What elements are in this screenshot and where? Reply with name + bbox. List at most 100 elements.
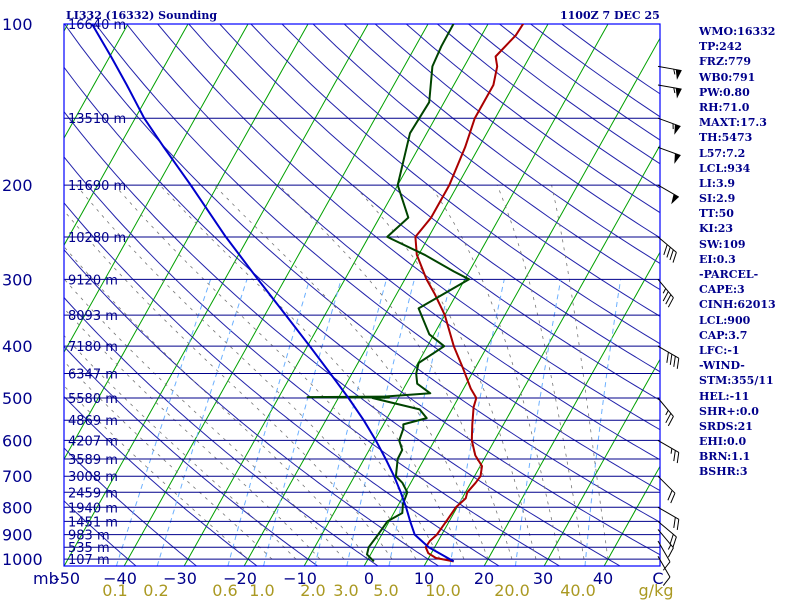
pressure-tick: 900	[2, 526, 33, 545]
index-item: -WIND-	[699, 359, 745, 373]
index-item: STM:355/11	[699, 374, 774, 388]
wind-barb	[657, 540, 671, 571]
mixing-ratio-tick: 1.0	[249, 581, 274, 600]
wind-barb	[657, 556, 671, 586]
temperature-line	[414, 24, 525, 563]
index-item: SRDS:21	[699, 419, 753, 433]
height-label: 13510 m	[68, 112, 126, 127]
index-item: EHI:0.0	[699, 435, 747, 449]
temperature-tick: 10	[414, 569, 434, 588]
isobars	[63, 23, 661, 567]
index-item: LCL:934	[699, 161, 751, 175]
temperature-tick: 20	[474, 569, 494, 588]
mixing-ratio-tick: 5.0	[373, 581, 398, 600]
mixing-ratio-tick: 10.0	[425, 581, 461, 600]
wind-barb	[657, 529, 674, 558]
temperature-tick: C	[652, 569, 663, 588]
height-label: 2459 m	[68, 486, 118, 501]
pressure-tick: 300	[2, 270, 33, 289]
wind-barb	[657, 278, 674, 308]
height-label: 107 m	[68, 553, 110, 568]
plot-frame	[63, 23, 661, 567]
indices-panel: WMO:16332 TP:242 FRZ:779 WB0:791 PW:0.80 RH:7…	[699, 24, 776, 480]
temperature-tick: −10	[283, 569, 317, 588]
height-label: 11690 m	[68, 179, 126, 194]
height-label: 1451 m	[68, 515, 118, 530]
pressure-tick: 100	[2, 15, 33, 34]
index-item: SW:109	[699, 237, 746, 251]
index-item: CINH:62013	[699, 298, 776, 312]
index-item: SHR+:0.0	[699, 404, 759, 418]
mixing-ratio-tick: 2.0	[300, 581, 325, 600]
height-label: 4869 m	[68, 414, 118, 429]
pressure-tick: 400	[2, 337, 33, 356]
index-item: TP:242	[699, 40, 743, 54]
height-label: 8093 m	[68, 309, 118, 324]
index-item: WMO:16332	[699, 25, 776, 38]
height-label: 16640 m	[68, 18, 126, 33]
parcel-line	[91, 24, 455, 563]
wind-barb	[657, 146, 681, 164]
mixing-ratio-tick: 0.6	[212, 581, 237, 600]
wind-barb	[657, 439, 680, 464]
index-item: CAPE:3	[699, 283, 745, 297]
wind-barb	[657, 117, 681, 135]
index-item: TH:5473	[699, 131, 753, 145]
pressure-tick: 1000	[2, 550, 43, 569]
index-item: EI:0.3	[699, 252, 736, 266]
temperature-tick: −40	[103, 569, 137, 588]
temperature-tick: −20	[223, 569, 257, 588]
index-item: RH:71.0	[699, 100, 750, 114]
index-item: LI:3.9	[699, 176, 736, 190]
pressure-unit: mb	[33, 569, 59, 588]
profile-lines	[91, 24, 525, 563]
height-label: 7180 m	[68, 340, 118, 355]
temperature-tick: −30	[163, 569, 197, 588]
temperature-tick: -50	[54, 569, 80, 588]
index-item: SI:2.9	[699, 192, 736, 206]
height-label: 3008 m	[68, 470, 118, 485]
temperature-tick: 0	[364, 569, 374, 588]
pressure-tick: 500	[2, 389, 33, 408]
wind-barb	[657, 184, 680, 205]
height-label: 3589 m	[68, 453, 118, 468]
index-item: WB0:791	[699, 70, 756, 84]
wind-barb	[657, 84, 682, 99]
mixing-ratio-tick: 20.0	[494, 581, 530, 600]
index-item: FRZ:779	[699, 55, 752, 69]
background-grid	[64, 24, 660, 566]
pressure-tick: 200	[2, 176, 33, 195]
index-item: HEL:-11	[699, 389, 750, 403]
wind-barb	[657, 397, 674, 427]
wind-barb	[657, 506, 680, 531]
index-item: -PARCEL-	[699, 268, 759, 281]
index-item: LFC:-1	[699, 343, 740, 357]
index-item: TT:50	[699, 207, 734, 221]
station-title: LI332 (16332) Sounding	[66, 9, 218, 22]
index-item: PW:0.80	[699, 85, 750, 99]
height-label: 6347 m	[68, 368, 118, 383]
height-label: 9120 m	[68, 273, 118, 288]
index-item: CAP:3.7	[699, 328, 748, 342]
wind-barb	[657, 345, 680, 369]
height-label: 535 m	[68, 541, 110, 556]
pressure-tick: 800	[2, 498, 33, 517]
wind-barb	[657, 236, 677, 263]
wind-barb	[657, 475, 676, 504]
index-item: LCL:900	[699, 313, 751, 327]
height-label: 5580 m	[68, 392, 118, 407]
index-item: BRN:1.1	[699, 450, 751, 464]
mixing-ratio-tick: g/kg	[639, 581, 674, 600]
wind-barb	[657, 65, 682, 80]
height-label: 4207 m	[68, 434, 118, 449]
index-item: L57:7.2	[699, 146, 746, 160]
index-item: KI:23	[699, 222, 734, 236]
mixing-ratio-tick: 0.1	[102, 581, 127, 600]
mixing-ratio-tick: 40.0	[560, 581, 596, 600]
mixing-ratio-tick: 3.0	[333, 581, 358, 600]
height-label: 983 m	[68, 529, 110, 544]
pressure-tick: 700	[2, 467, 33, 486]
height-label: 10280 m	[68, 231, 126, 246]
